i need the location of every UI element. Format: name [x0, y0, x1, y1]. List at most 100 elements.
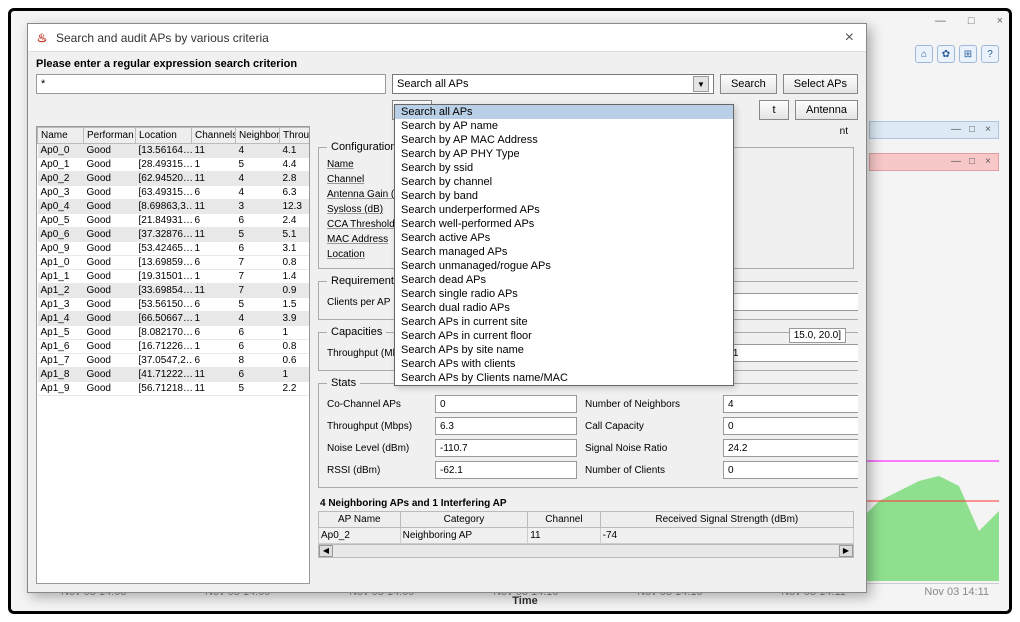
table-row[interactable]: Ap0_1Good[28.49315…154.4	[38, 158, 311, 172]
neighbors-heading: 4 Neighboring APs and 1 Interfering AP	[318, 494, 854, 511]
table-row[interactable]: Ap1_8Good[41.71222…1161	[38, 368, 311, 382]
table-row[interactable]: Ap1_0Good[13.69859…670.8	[38, 256, 311, 270]
dropdown-option[interactable]: Search APs by Clients name/MAC	[395, 371, 733, 385]
table-cell: Good	[84, 186, 136, 200]
table-row[interactable]: Ap0_2Good[62.94520…1142.8	[38, 172, 311, 186]
table-row[interactable]: Ap0_6Good[37.32876…1155.1	[38, 228, 311, 242]
dropdown-option[interactable]: Search by channel	[395, 175, 733, 189]
bg-panel-red: — □ ×	[869, 153, 999, 171]
table-row[interactable]: Ap0_9Good[53.42465…163.1	[38, 242, 311, 256]
table-header[interactable]: Name	[38, 128, 84, 144]
dropdown-option[interactable]: Search by AP MAC Address	[395, 133, 733, 147]
dropdown-option[interactable]: Search APs in current floor	[395, 329, 733, 343]
table-row[interactable]: Ap0_5Good[21.84931…662.4	[38, 214, 311, 228]
neighbor-header[interactable]: Received Signal Strength (dBm)	[600, 512, 853, 528]
dropdown-option[interactable]: Search underperformed APs	[395, 203, 733, 217]
neighbor-cell: 11	[528, 528, 600, 544]
table-row[interactable]: Ap0_4Good[8.69863,3…11312.3	[38, 200, 311, 214]
table-row[interactable]: Ap1_4Good[66.50667…143.9	[38, 312, 311, 326]
panel-close-icon[interactable]: ×	[982, 156, 994, 168]
panel-min-icon[interactable]: —	[950, 156, 962, 168]
table-cell: Ap1_6	[38, 340, 84, 354]
req-legend: Requirements	[327, 275, 403, 287]
help-icon[interactable]: ?	[981, 45, 999, 63]
panel-close-icon[interactable]: ×	[982, 124, 994, 136]
time-tick: Nov 03 14:11	[924, 584, 989, 605]
min-load-input[interactable]	[723, 293, 858, 311]
bg-close-button[interactable]: ×	[997, 15, 1003, 27]
table-cell: 6	[192, 186, 236, 200]
dropdown-option[interactable]: Search APs with clients	[395, 357, 733, 371]
table-row[interactable]: Ap0_3Good[63.49315…646.3	[38, 186, 311, 200]
table-cell: Ap0_4	[38, 200, 84, 214]
table-cell: 6	[236, 326, 280, 340]
stats-value	[723, 395, 858, 413]
dropdown-option[interactable]: Search by ssid	[395, 161, 733, 175]
dropdown-option[interactable]: Search managed APs	[395, 245, 733, 259]
chevron-down-icon[interactable]: ▼	[693, 76, 709, 92]
scroll-right-icon[interactable]: ▶	[839, 545, 853, 557]
scroll-left-icon[interactable]: ◀	[319, 545, 333, 557]
table-cell: 1.5	[280, 298, 311, 312]
table-cell: [63.49315…	[136, 186, 192, 200]
table-row[interactable]: Ap1_2Good[33.69854…1170.9	[38, 284, 311, 298]
dropdown-option[interactable]: Search by AP name	[395, 119, 733, 133]
table-row[interactable]: Ap1_3Good[53.56150…651.5	[38, 298, 311, 312]
table-header[interactable]: Throughpu…	[280, 128, 311, 144]
table-row[interactable]: Ap1_1Good[19.31501…171.4	[38, 270, 311, 284]
dropdown-option[interactable]: Search unmanaged/rogue APs	[395, 259, 733, 273]
table-cell: 4	[236, 144, 280, 158]
bg-minimize-button[interactable]: —	[935, 15, 946, 27]
table-header[interactable]: Channels	[192, 128, 236, 144]
dropdown-option[interactable]: Search APs in current site	[395, 315, 733, 329]
neighbor-header[interactable]: Category	[400, 512, 528, 528]
table-cell: 3.1	[280, 242, 311, 256]
table-row[interactable]: Ap1_5Good[8.082170…661	[38, 326, 311, 340]
dropdown-option[interactable]: Search active APs	[395, 231, 733, 245]
table-cell: 11	[192, 172, 236, 186]
dropdown-option[interactable]: Search by band	[395, 189, 733, 203]
table-row[interactable]: Ap1_6Good[16.71226…160.8	[38, 340, 311, 354]
stats-value	[723, 461, 858, 479]
modal-close-button[interactable]: ×	[839, 29, 860, 47]
table-cell: 6	[236, 368, 280, 382]
gear-icon[interactable]: ✿	[937, 45, 955, 63]
grid-icon[interactable]: ⊞	[959, 45, 977, 63]
table-cell: Good	[84, 284, 136, 298]
table-row[interactable]: Ap1_7Good[37.0547,2…680.6	[38, 354, 311, 368]
search-button[interactable]: Search	[720, 74, 777, 94]
home-icon[interactable]: ⌂	[915, 45, 933, 63]
table-row[interactable]: Ap0_0Good[13.56164…1144.1	[38, 144, 311, 158]
panel-max-icon[interactable]: □	[966, 156, 978, 168]
table-header[interactable]: Performan…	[84, 128, 136, 144]
search-type-dropdown[interactable]: Search all APs ▼	[392, 74, 714, 94]
table-cell: [53.42465…	[136, 242, 192, 256]
table-cell: 0.6	[280, 354, 311, 368]
table-cell: 6	[192, 298, 236, 312]
bg-maximize-button[interactable]: □	[968, 15, 975, 27]
dropdown-option[interactable]: Search all APs	[395, 105, 733, 119]
neighbors-scrollbar[interactable]: ◀ ▶	[318, 544, 854, 558]
stats-label: Co-Channel APs	[327, 399, 427, 410]
table-header[interactable]: Location	[136, 128, 192, 144]
tab-t[interactable]: t	[759, 100, 789, 120]
dropdown-option[interactable]: Search dead APs	[395, 273, 733, 287]
table-cell: Good	[84, 200, 136, 214]
panel-max-icon[interactable]: □	[966, 124, 978, 136]
tab-antenna[interactable]: Antenna	[795, 100, 858, 120]
table-cell: [41.71222…	[136, 368, 192, 382]
cap-legend: Capacities	[327, 326, 386, 338]
dropdown-option[interactable]: Search dual radio APs	[395, 301, 733, 315]
dropdown-option[interactable]: Search single radio APs	[395, 287, 733, 301]
table-header[interactable]: Neighbors	[236, 128, 280, 144]
select-aps-button[interactable]: Select APs	[783, 74, 858, 94]
regex-input[interactable]	[36, 74, 386, 94]
table-row[interactable]: Ap1_9Good[56.71218…1152.2	[38, 382, 311, 396]
dropdown-option[interactable]: Search APs by site name	[395, 343, 733, 357]
neighbor-header[interactable]: Channel	[528, 512, 600, 528]
dropdown-option[interactable]: Search well-performed APs	[395, 217, 733, 231]
neighbor-header[interactable]: AP Name	[319, 512, 401, 528]
dropdown-option[interactable]: Search by AP PHY Type	[395, 147, 733, 161]
table-cell: 1	[192, 158, 236, 172]
panel-min-icon[interactable]: —	[950, 124, 962, 136]
